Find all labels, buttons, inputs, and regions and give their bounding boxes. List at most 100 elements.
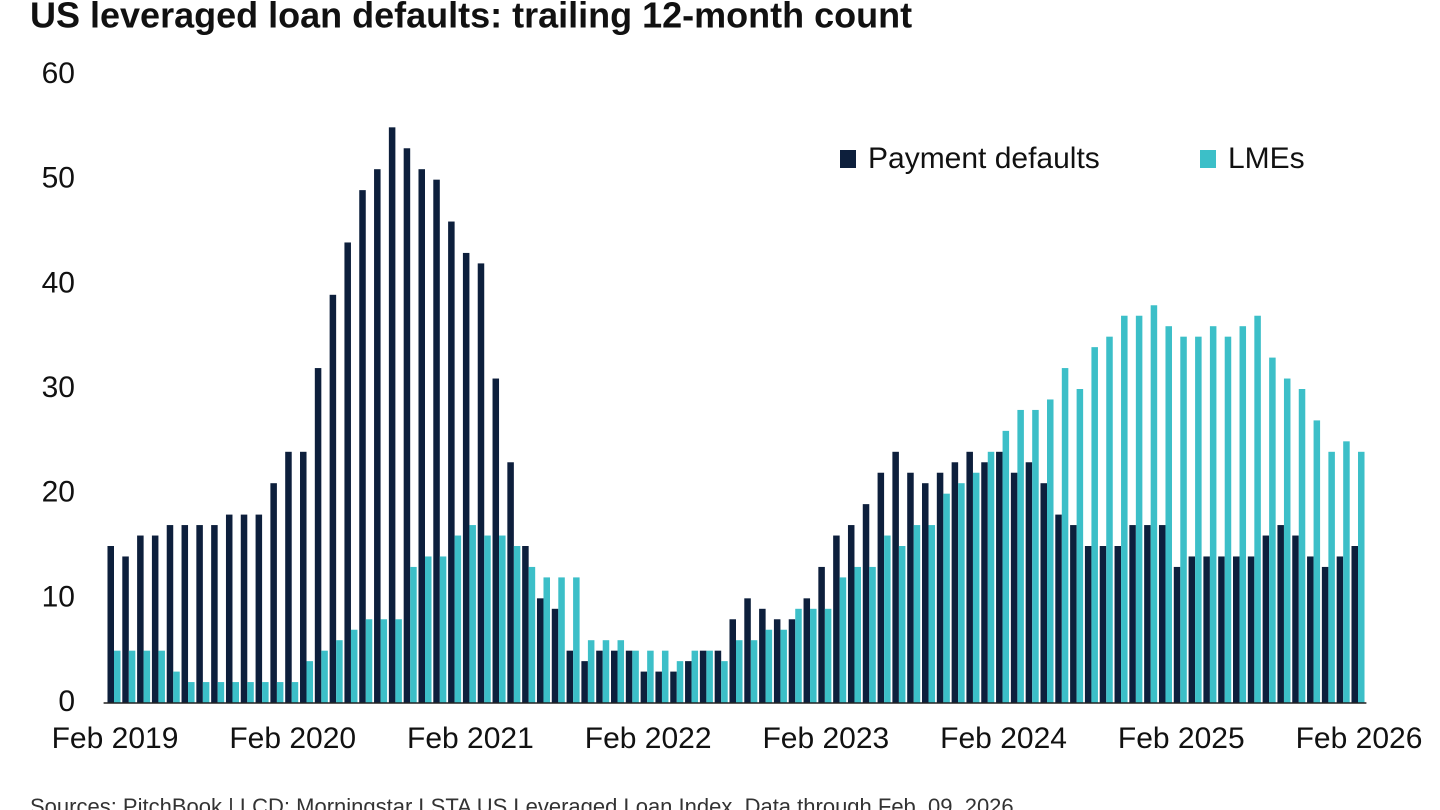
- bar: [477, 263, 485, 703]
- bar: [1298, 389, 1306, 703]
- bar: [632, 650, 639, 703]
- bar: [513, 546, 521, 703]
- bar: [833, 535, 840, 703]
- bar: [350, 629, 358, 703]
- bar: [433, 179, 440, 703]
- bar: [1313, 420, 1321, 703]
- bar: [107, 546, 114, 703]
- bar: [300, 451, 307, 703]
- y-tick-label: 60: [42, 57, 75, 90]
- bar: [1121, 315, 1128, 703]
- bar: [1203, 556, 1210, 703]
- bar: [217, 682, 225, 703]
- bar: [247, 682, 254, 703]
- bar: [1209, 326, 1217, 703]
- bar: [824, 608, 832, 703]
- bar: [951, 462, 959, 703]
- bar: [285, 451, 292, 703]
- bar: [329, 294, 337, 703]
- bar: [877, 472, 885, 703]
- bar: [1224, 336, 1232, 703]
- bar: [1165, 326, 1172, 703]
- bar: [928, 525, 936, 703]
- bar: [1277, 525, 1284, 703]
- bar: [454, 535, 462, 703]
- bar: [1358, 451, 1365, 703]
- y-tick-label: 0: [58, 685, 75, 718]
- x-tick-label: Feb 2023: [762, 722, 889, 755]
- bar: [907, 472, 914, 703]
- bar: [1114, 546, 1122, 703]
- bar: [188, 682, 195, 703]
- bar: [1307, 556, 1314, 703]
- bar: [958, 483, 965, 703]
- y-tick-label: 30: [42, 371, 75, 404]
- bar: [839, 577, 847, 703]
- bar: [573, 577, 580, 703]
- bar: [270, 483, 277, 703]
- bar: [1173, 566, 1181, 703]
- bar: [803, 598, 811, 703]
- bar: [854, 566, 861, 703]
- bar: [691, 650, 699, 703]
- bar: [699, 650, 707, 703]
- bar: [151, 535, 159, 703]
- bar: [655, 671, 662, 703]
- bar: [706, 650, 713, 703]
- bar: [913, 525, 921, 703]
- bar: [676, 661, 684, 703]
- bar: [936, 472, 944, 703]
- bar: [232, 682, 239, 703]
- bar: [818, 566, 825, 703]
- bar: [750, 640, 758, 703]
- bar: [661, 650, 669, 703]
- bar: [1017, 409, 1024, 703]
- x-tick-label: Feb 2020: [229, 722, 356, 755]
- bar: [158, 650, 165, 703]
- bar: [528, 566, 536, 703]
- bar: [499, 535, 506, 703]
- bar: [1025, 462, 1033, 703]
- bar: [1002, 430, 1010, 703]
- x-tick-label: Feb 2024: [940, 722, 1067, 755]
- bar: [1070, 525, 1077, 703]
- bar: [795, 608, 802, 703]
- chart-title: US leveraged loan defaults: trailing 12-…: [30, 0, 912, 36]
- bar: [862, 504, 870, 703]
- bar: [922, 483, 929, 703]
- x-tick-label: Feb 2022: [585, 722, 712, 755]
- bar: [1076, 389, 1084, 703]
- bar: [1336, 556, 1344, 703]
- bar: [166, 525, 174, 703]
- bar: [306, 661, 314, 703]
- bar: [484, 535, 491, 703]
- bar: [1195, 336, 1202, 703]
- x-tick-label: Feb 2021: [407, 722, 534, 755]
- bar: [884, 535, 891, 703]
- bar: [566, 650, 574, 703]
- bar: [492, 378, 500, 703]
- bar: [1144, 525, 1151, 703]
- bar: [714, 650, 722, 703]
- bar: [1091, 347, 1098, 703]
- bar: [721, 661, 728, 703]
- source-note: Sources: PitchBook | LCD; Morningstar LS…: [30, 794, 1014, 810]
- bar: [987, 451, 995, 703]
- bar: [425, 556, 432, 703]
- bar: [773, 619, 781, 703]
- bar: [314, 368, 322, 703]
- bar: [996, 451, 1003, 703]
- bar: [744, 598, 751, 703]
- bar: [321, 650, 328, 703]
- bar: [291, 682, 299, 703]
- bar: [670, 671, 677, 703]
- bar: [1106, 336, 1113, 703]
- bar: [1047, 399, 1054, 703]
- bar: [196, 525, 203, 703]
- bar: [1328, 451, 1335, 703]
- bar: [1269, 357, 1276, 703]
- bar: [1292, 535, 1299, 703]
- bar: [225, 514, 233, 703]
- bar: [543, 577, 550, 703]
- bar: [462, 252, 470, 703]
